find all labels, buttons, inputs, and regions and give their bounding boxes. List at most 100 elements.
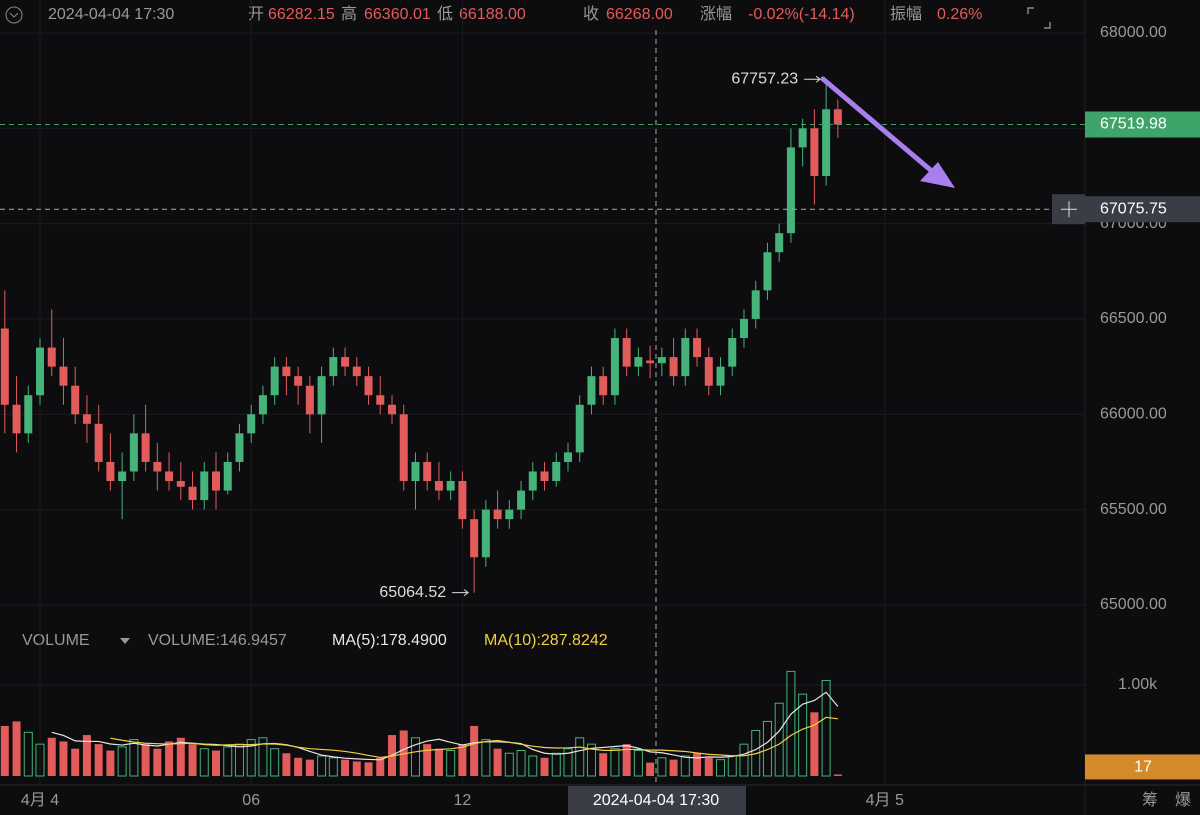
y-tick-label: 1.00k	[1118, 676, 1158, 693]
volume-bar	[364, 762, 373, 776]
volume-bar	[294, 757, 303, 776]
candle-body	[258, 395, 267, 415]
volume-bar	[23, 731, 33, 777]
label: 收	[583, 5, 599, 23]
candle-body	[82, 414, 91, 424]
candle-body	[341, 357, 350, 367]
volume-bar	[669, 759, 678, 776]
volume-bar	[481, 739, 491, 777]
ma10-legend: MA(10):287.8242	[484, 632, 608, 649]
volume-bar	[751, 730, 761, 777]
candle-body	[176, 481, 185, 487]
candle-body	[59, 366, 68, 386]
volume-bar	[246, 739, 256, 777]
candle-body	[775, 233, 784, 253]
candle-body	[364, 376, 373, 396]
candle-body	[423, 461, 432, 482]
candle-body	[493, 509, 502, 520]
volume-bar	[446, 750, 456, 777]
candle-body	[704, 357, 713, 386]
label: 高	[341, 5, 357, 23]
volume-bar	[188, 744, 197, 776]
volume-bar	[117, 746, 127, 777]
label: 涨幅	[700, 5, 732, 23]
candle-body	[0, 328, 9, 405]
candle-body	[739, 318, 748, 339]
y-tick-label: 68000.00	[1100, 24, 1167, 41]
x-tick-label: 06	[242, 792, 260, 809]
last-price-label: 67519.98	[1100, 116, 1167, 133]
volume-bar	[610, 748, 620, 777]
volume-bar	[141, 744, 150, 776]
candle-body	[622, 338, 631, 367]
candle-body	[24, 395, 33, 434]
volume-bar	[176, 737, 185, 776]
volume-bar	[328, 757, 338, 777]
volume-bar	[341, 759, 350, 776]
volume-bar	[528, 755, 538, 777]
candle-body	[329, 357, 338, 377]
candle-body	[376, 395, 385, 405]
extreme-arrow	[452, 589, 469, 597]
expand-icon[interactable]	[1027, 7, 1051, 29]
candle-body	[575, 404, 584, 453]
volume-bar	[739, 743, 749, 777]
candle-body	[728, 338, 737, 367]
value: -0.02%(-14.14)	[748, 6, 855, 23]
candle-body	[657, 357, 666, 364]
candle-body	[610, 338, 619, 396]
volume-bar	[199, 748, 209, 777]
value: 66268.00	[606, 6, 673, 23]
volume-bar	[212, 750, 221, 776]
candle-body	[810, 128, 819, 176]
volume-bar	[575, 737, 585, 777]
dropdown-icon[interactable]	[120, 638, 130, 644]
label: 开	[248, 6, 264, 23]
candle-body	[599, 376, 608, 396]
candle-body	[517, 490, 526, 510]
candle-body	[669, 357, 678, 377]
volume-last-box	[1085, 754, 1200, 780]
volume-bar	[786, 670, 796, 777]
volume-bar	[94, 744, 103, 776]
extreme-arrow	[804, 75, 821, 83]
candle-body	[387, 404, 396, 415]
candle-body	[352, 366, 361, 377]
candle-body	[763, 252, 772, 291]
volume-bar	[153, 748, 162, 776]
candle-body	[36, 347, 45, 396]
ma5-legend: MA(5):178.4900	[332, 632, 447, 649]
volume-bar	[657, 757, 667, 777]
volume-bar	[551, 752, 561, 777]
volume-bar	[470, 725, 479, 776]
volume-bar	[106, 750, 115, 776]
candle-body	[563, 452, 572, 462]
extreme-label: 67757.23	[731, 70, 798, 87]
candle-body	[71, 385, 80, 415]
candle-body	[200, 471, 209, 501]
crosshair-y-label: 67075.75	[1100, 200, 1167, 217]
volume-bar	[0, 725, 9, 776]
collapse-icon[interactable]	[5, 6, 23, 24]
volume-bar	[599, 753, 608, 776]
volume-bar	[704, 757, 713, 776]
volume-bar	[493, 748, 502, 776]
candle-body	[798, 128, 807, 148]
candle-body	[481, 509, 490, 558]
candle-body	[282, 366, 291, 377]
volume-bar	[423, 744, 432, 776]
candle-body	[317, 376, 326, 415]
volume-bar	[12, 721, 21, 776]
crosshair-y-box	[1085, 196, 1200, 223]
volume-bar	[633, 750, 643, 777]
candle-body	[587, 376, 596, 405]
volume-bar	[762, 720, 772, 777]
drawn-arrowhead	[920, 162, 955, 188]
volume-bar	[798, 693, 808, 777]
candle-body	[833, 109, 842, 125]
tool[interactable]: 爆	[1175, 790, 1191, 809]
volume-legend: VOLUME VOLUME:146.9457 MA(5):178.4900 MA…	[22, 632, 608, 649]
plus-icon	[1061, 201, 1077, 218]
tool[interactable]: 筹	[1142, 791, 1158, 809]
